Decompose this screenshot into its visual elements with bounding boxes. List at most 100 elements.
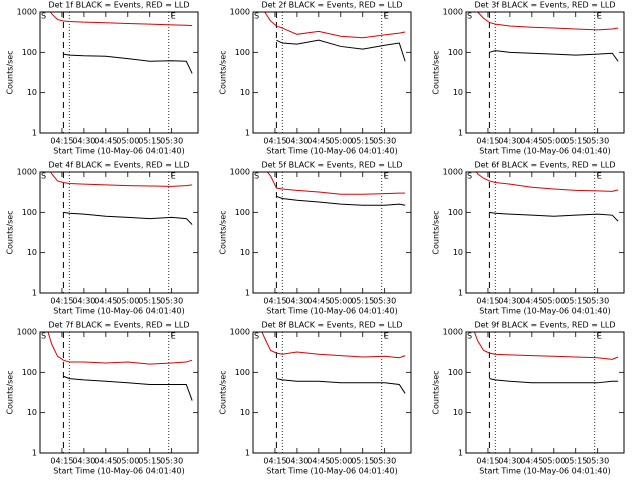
x-tick-label: 05:30 — [373, 137, 396, 146]
y-tick-label: 1 — [245, 449, 250, 458]
x-axis-label: Start Time (10-May-06 04:01:40) — [479, 147, 610, 156]
x-tick-label: 04:30 — [72, 297, 95, 306]
y-axis-label: Counts/sec — [6, 210, 15, 254]
x-axis-label: Start Time (10-May-06 04:01:40) — [266, 467, 397, 476]
x-tick-label: 05:00 — [329, 457, 352, 466]
x-tick-label: 05:00 — [116, 137, 139, 146]
y-tick-label: 10 — [27, 248, 37, 257]
marker-label: E — [171, 12, 176, 21]
x-tick-label: 05:00 — [329, 137, 352, 146]
plot-frame — [465, 11, 625, 134]
y-tick-label: 1000 — [443, 168, 463, 177]
marker-label: E — [384, 12, 389, 21]
x-tick-label: 05:00 — [329, 297, 352, 306]
series-line — [261, 332, 406, 359]
series-line — [475, 172, 619, 192]
x-axis-label: Start Time (10-May-06 04:01:40) — [53, 147, 184, 156]
start-label: S — [254, 172, 259, 181]
y-axis-label: Counts/sec — [219, 210, 228, 254]
y-axis-label: Counts/sec — [6, 50, 15, 94]
y-tick-label: 1000 — [230, 168, 250, 177]
x-tick-label: 04:30 — [498, 137, 521, 146]
y-tick-label: 1 — [458, 289, 463, 298]
x-tick-label: 05:00 — [542, 457, 565, 466]
x-axis-label: Start Time (10-May-06 04:01:40) — [479, 307, 610, 316]
x-tick-label: 05:30 — [586, 297, 609, 306]
series-line — [477, 12, 619, 31]
y-tick-label: 100 — [448, 48, 463, 57]
x-tick-label: 05:00 — [116, 457, 139, 466]
x-tick-label: 05:30 — [160, 457, 183, 466]
x-tick-label: 04:15 — [263, 457, 286, 466]
y-axis-label: Counts/sec — [6, 370, 15, 414]
x-tick-label: 04:15 — [476, 137, 499, 146]
y-tick-label: 100 — [22, 208, 37, 217]
x-tick-label: 05:30 — [373, 297, 396, 306]
y-tick-label: 1 — [32, 129, 37, 138]
x-tick-label: 04:45 — [94, 297, 117, 306]
y-tick-label: 1 — [458, 129, 463, 138]
chart-title: Det 4f BLACK = Events, RED = LLD — [48, 161, 189, 170]
series-line — [47, 332, 193, 365]
y-tick-label: 1 — [245, 289, 250, 298]
series-line — [489, 50, 619, 62]
panel: Det 9f BLACK = Events, RED = LLD Start Ti… — [432, 321, 625, 476]
chart-title: Det 2f BLACK = Events, RED = LLD — [261, 1, 402, 10]
y-tick-label: 10 — [27, 408, 37, 417]
x-tick-label: 05:15 — [351, 297, 374, 306]
marker-label: E — [384, 332, 389, 341]
series-line — [489, 211, 619, 222]
x-tick-label: 05:00 — [542, 137, 565, 146]
series-line — [264, 12, 406, 39]
y-tick-label: 1000 — [443, 328, 463, 337]
plot-frame — [252, 11, 412, 134]
x-tick-label: 05:00 — [542, 297, 565, 306]
marker-label: E — [171, 172, 176, 181]
y-axis-label: Counts/sec — [432, 210, 441, 254]
y-tick-label: 100 — [22, 48, 37, 57]
y-tick-label: 100 — [448, 208, 463, 217]
marker-label: E — [171, 332, 176, 341]
marker-label: E — [597, 12, 602, 21]
start-label: S — [467, 12, 472, 21]
x-tick-label: 05:15 — [138, 297, 161, 306]
x-tick-label: 04:30 — [285, 457, 308, 466]
y-tick-label: 100 — [235, 208, 250, 217]
plot-frame — [465, 171, 625, 294]
plot-frame — [252, 331, 412, 454]
series-line — [473, 332, 619, 360]
y-tick-label: 10 — [240, 248, 250, 257]
y-tick-label: 1000 — [17, 328, 37, 337]
x-tick-label: 05:30 — [373, 457, 396, 466]
y-tick-label: 10 — [453, 248, 463, 257]
y-tick-label: 10 — [453, 88, 463, 97]
x-tick-label: 05:15 — [564, 137, 587, 146]
marker-label: E — [597, 332, 602, 341]
y-tick-label: 100 — [235, 48, 250, 57]
panel: Det 2f BLACK = Events, RED = LLD Start Ti… — [219, 1, 412, 156]
y-tick-label: 1000 — [17, 168, 37, 177]
x-axis-label: Start Time (10-May-06 04:01:40) — [479, 467, 610, 476]
y-tick-label: 1 — [32, 289, 37, 298]
x-tick-label: 04:30 — [285, 297, 308, 306]
x-tick-label: 04:15 — [50, 297, 73, 306]
y-axis-label: Counts/sec — [219, 370, 228, 414]
x-tick-label: 04:30 — [285, 137, 308, 146]
x-tick-label: 04:30 — [72, 137, 95, 146]
x-tick-label: 04:45 — [520, 137, 543, 146]
y-tick-label: 1 — [245, 129, 250, 138]
series-line — [49, 172, 193, 187]
x-tick-label: 04:15 — [476, 297, 499, 306]
chart-title: Det 9f BLACK = Events, RED = LLD — [474, 321, 615, 330]
x-tick-label: 05:15 — [351, 137, 374, 146]
y-tick-label: 1 — [458, 449, 463, 458]
x-tick-label: 04:45 — [94, 137, 117, 146]
series-line — [63, 53, 193, 74]
series-line — [489, 378, 619, 384]
panel: Det 4f BLACK = Events, RED = LLD Start Ti… — [6, 161, 199, 316]
y-tick-label: 100 — [22, 368, 37, 377]
panel: Det 1f BLACK = Events, RED = LLD Start Ti… — [6, 1, 199, 156]
x-tick-label: 05:15 — [564, 297, 587, 306]
plot-frame — [39, 171, 199, 294]
panel: Det 8f BLACK = Events, RED = LLD Start Ti… — [219, 321, 412, 476]
